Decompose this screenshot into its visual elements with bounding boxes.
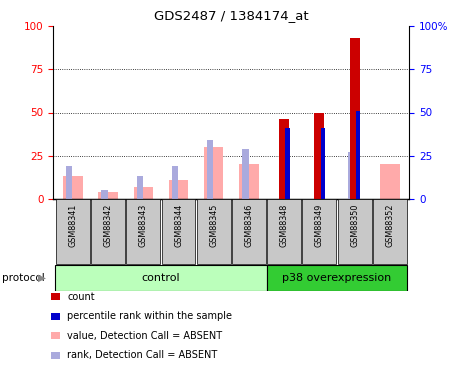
Text: GSM88341: GSM88341 (68, 203, 77, 247)
Bar (232, 199, 266, 264)
Text: GSM88343: GSM88343 (139, 203, 148, 247)
Bar (338, 199, 372, 264)
Bar (204, 147, 223, 199)
Text: GSM88342: GSM88342 (104, 203, 113, 247)
Text: GSM88352: GSM88352 (385, 203, 394, 247)
Text: GDS2487 / 1384174_at: GDS2487 / 1384174_at (154, 9, 309, 22)
Bar (207, 140, 213, 199)
Bar (66, 166, 73, 199)
Text: GSM88344: GSM88344 (174, 203, 183, 247)
Text: control: control (141, 273, 180, 283)
Bar (321, 128, 325, 199)
Bar (266, 265, 407, 291)
Bar (348, 152, 354, 199)
Bar (126, 199, 160, 264)
Bar (197, 199, 231, 264)
Bar (314, 112, 324, 199)
Text: rank, Detection Call = ABSENT: rank, Detection Call = ABSENT (67, 350, 218, 360)
Bar (380, 164, 399, 199)
Text: GSM88348: GSM88348 (279, 203, 289, 247)
Text: GSM88345: GSM88345 (209, 203, 218, 247)
Text: p38 overexpression: p38 overexpression (282, 273, 392, 283)
Bar (242, 149, 249, 199)
Bar (133, 187, 153, 199)
Text: percentile rank within the sample: percentile rank within the sample (67, 311, 232, 321)
Bar (279, 119, 289, 199)
Bar (286, 128, 290, 199)
Bar (56, 199, 90, 264)
Bar (169, 180, 188, 199)
Text: protocol: protocol (2, 273, 45, 283)
Bar (373, 199, 407, 264)
Bar (162, 199, 195, 264)
Bar (239, 164, 259, 199)
Bar (350, 38, 359, 199)
Bar (63, 176, 82, 199)
Bar (267, 199, 301, 264)
Bar (172, 166, 178, 199)
Bar (55, 265, 266, 291)
Text: value, Detection Call = ABSENT: value, Detection Call = ABSENT (67, 331, 223, 340)
Text: count: count (67, 292, 95, 302)
Text: GSM88350: GSM88350 (350, 203, 359, 247)
Bar (302, 199, 336, 264)
Bar (91, 199, 125, 264)
Bar (137, 176, 143, 199)
Bar (101, 190, 108, 199)
Text: GSM88349: GSM88349 (315, 203, 324, 247)
Text: ▶: ▶ (38, 273, 46, 283)
Bar (356, 111, 360, 199)
Text: GSM88346: GSM88346 (245, 203, 253, 247)
Bar (99, 192, 118, 199)
